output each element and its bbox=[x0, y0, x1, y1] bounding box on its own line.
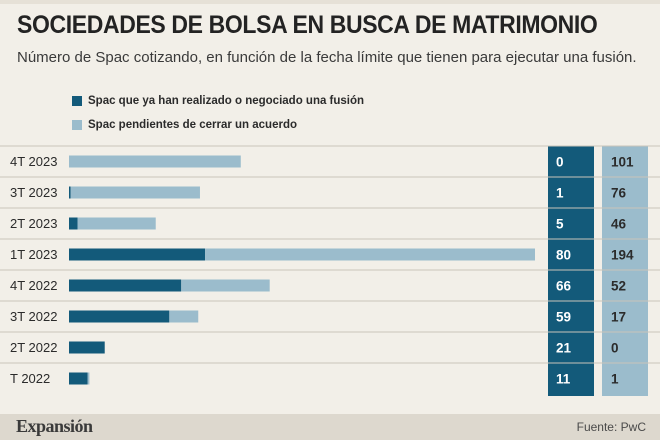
value-label-completed: 11 bbox=[556, 372, 571, 387]
footer: Expansión Fuente: PwC bbox=[0, 414, 660, 440]
value-label-completed: 59 bbox=[556, 310, 571, 325]
value-label-completed: 21 bbox=[556, 341, 572, 356]
legend-swatch-pending bbox=[72, 120, 82, 130]
bar-completed bbox=[69, 217, 78, 230]
source-note: Fuente: PwC bbox=[576, 420, 646, 434]
value-label-completed: 66 bbox=[556, 279, 572, 294]
legend-label-completed: Spac que ya han realizado o negociado un… bbox=[88, 95, 365, 107]
value-label-completed: 1 bbox=[556, 186, 564, 201]
bar-pending bbox=[70, 186, 200, 199]
brand-logo: Expansión bbox=[16, 416, 93, 436]
top-rule bbox=[0, 0, 660, 4]
bar-completed bbox=[69, 186, 71, 199]
category-label: 2T 2023 bbox=[10, 216, 57, 231]
category-label: 3T 2022 bbox=[10, 309, 57, 324]
chart-legend: Spac que ya han realizado o negociado un… bbox=[72, 92, 364, 140]
value-label-pending: 17 bbox=[611, 310, 626, 325]
value-label-pending: 1 bbox=[611, 372, 619, 387]
value-label-pending: 46 bbox=[611, 217, 627, 232]
stacked-bar-chart: 4T 2023 0 101 3T 2023 1 76 2T 2023 5 46 1T 2023 80… bbox=[0, 145, 660, 396]
completed-values-column bbox=[548, 146, 594, 396]
bar-completed bbox=[69, 341, 105, 354]
value-label-pending: 194 bbox=[611, 248, 634, 263]
pending-values-column bbox=[602, 146, 648, 396]
bar-pending bbox=[181, 279, 270, 292]
value-label-completed: 0 bbox=[556, 155, 564, 170]
legend-label-pending: Spac pendientes de cerrar un acuerdo bbox=[88, 119, 297, 131]
value-label-pending: 76 bbox=[611, 186, 627, 201]
category-label: 3T 2023 bbox=[10, 185, 57, 200]
bar-pending bbox=[169, 310, 199, 323]
legend-swatch-completed bbox=[72, 96, 82, 106]
bar-pending bbox=[205, 248, 535, 261]
bar-completed bbox=[69, 248, 206, 261]
value-label-pending: 52 bbox=[611, 279, 626, 294]
legend-item-completed: Spac que ya han realizado o negociado un… bbox=[72, 92, 364, 110]
bar-completed bbox=[69, 279, 182, 292]
category-label: T 2022 bbox=[10, 371, 50, 386]
bar-pending bbox=[77, 217, 156, 230]
value-label-completed: 80 bbox=[556, 248, 571, 263]
value-label-pending: 0 bbox=[611, 341, 619, 356]
legend-item-pending: Spac pendientes de cerrar un acuerdo bbox=[72, 116, 364, 134]
category-label: 4T 2023 bbox=[10, 154, 57, 169]
bar-completed bbox=[69, 372, 88, 385]
bar-pending bbox=[87, 372, 90, 385]
bar-completed bbox=[69, 310, 170, 323]
value-label-pending: 101 bbox=[611, 155, 634, 170]
category-label: 2T 2022 bbox=[10, 340, 57, 355]
bar-pending bbox=[69, 155, 241, 168]
category-label: 1T 2023 bbox=[10, 247, 57, 262]
chart-title: SOCIEDADES DE BOLSA EN BUSCA DE MATRIMON… bbox=[17, 11, 598, 39]
value-label-completed: 5 bbox=[556, 217, 564, 232]
chart-subtitle: Número de Spac cotizando, en función de … bbox=[17, 49, 637, 66]
category-label: 4T 2022 bbox=[10, 278, 57, 293]
